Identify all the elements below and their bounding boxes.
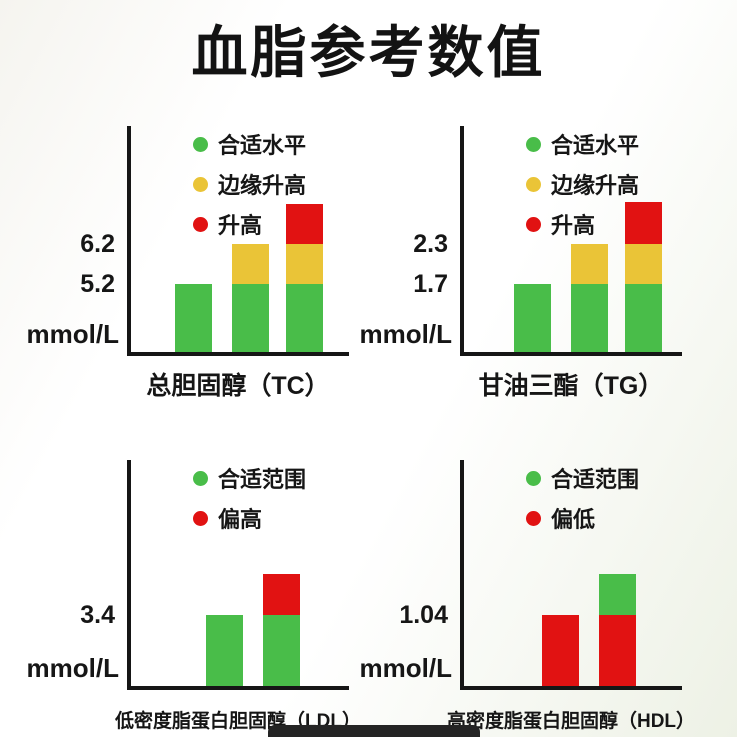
legend-label: 偏低 [551, 507, 596, 532]
plot-area-tg: 合适水平边缘升高升高 1.7 2.3 mmol/L [360, 126, 682, 356]
y-tick-label: 6.2 [80, 230, 115, 258]
legend-label: 合适范围 [551, 467, 640, 492]
legend-item: 合适范围 [193, 462, 306, 494]
plot-area-ldl: 合适范围偏高 3.4 mmol/L [27, 460, 349, 690]
plot-area-hdl: 合适范围偏低 1.04 mmol/L [360, 460, 682, 690]
yellow-segment [286, 244, 323, 284]
green-segment [263, 615, 300, 686]
legend-ldl: 合适范围 偏高 [193, 462, 306, 534]
red-dot-icon [193, 216, 208, 232]
chart-panel-tc: 合适水平边缘升高升高 5.2 6.2 mmol/L 总胆固醇（TC） [27, 126, 372, 431]
y-tick-label: 1.04 [399, 601, 448, 629]
legend-item: 合适水平 [193, 128, 306, 160]
legend-item: 边缘升高 [526, 168, 639, 200]
chart-panel-ldl: 合适范围 偏高 3.4 mmol/L 低密度脂蛋白胆固醇（LDL） [27, 460, 372, 737]
red-segment [286, 204, 323, 244]
bar-ldl-1 [206, 615, 243, 686]
y-tick-label: 5.2 [80, 270, 115, 298]
legend-item: 合适范围 [526, 462, 639, 494]
red-segment [625, 202, 662, 244]
green-dot-icon [526, 470, 541, 486]
legend-item: 边缘升高 [193, 168, 306, 200]
legend-item: 偏高 [193, 502, 306, 534]
legend-label: 边缘升高 [218, 173, 307, 198]
bar-tc-1 [175, 284, 212, 352]
legend-label: 升高 [551, 213, 596, 238]
green-dot-icon [526, 136, 541, 152]
legend-label: 升高 [218, 213, 263, 238]
legend-label: 偏高 [218, 507, 263, 532]
green-segment [625, 284, 662, 352]
green-segment [286, 284, 323, 352]
red-segment [599, 615, 636, 686]
red-segment [263, 574, 300, 615]
legend-hdl: 合适范围 偏低 [526, 462, 639, 534]
bar-hdl-1 [542, 615, 579, 686]
yellow-segment [625, 244, 662, 284]
green-segment [175, 284, 212, 352]
red-segment [542, 615, 579, 686]
y-axis-unit-label: mmol/L [26, 653, 119, 683]
legend-item: 合适水平 [526, 128, 639, 160]
green-segment [232, 284, 269, 352]
yellow-segment [571, 244, 608, 284]
red-dot-icon [193, 510, 208, 526]
green-segment [599, 574, 636, 615]
plot-area-tc: 合适水平边缘升高升高 5.2 6.2 mmol/L [27, 126, 349, 356]
legend-label: 合适水平 [551, 133, 640, 158]
green-segment [514, 284, 551, 352]
yellow-dot-icon [193, 176, 208, 192]
bar-tg-2 [571, 244, 608, 352]
y-tick-label: 2.3 [413, 230, 448, 258]
legend-tg: 合适水平边缘升高升高 [526, 128, 639, 240]
legend-label: 合适范围 [218, 467, 307, 492]
y-axis-unit-label: mmol/L [26, 319, 119, 349]
legend-tc: 合适水平边缘升高升高 [193, 128, 306, 240]
bar-ldl-2 [263, 574, 300, 686]
bar-hdl-2 [599, 574, 636, 686]
legend-item: 升高 [193, 208, 306, 240]
chart-panel-tg: 合适水平边缘升高升高 1.7 2.3 mmol/L 甘油三酯（TG） [360, 126, 705, 431]
panel-title-tg: 甘油三酯（TG） [478, 372, 664, 400]
green-segment [206, 615, 243, 686]
chart-panel-hdl: 合适范围偏低 1.04 mmol/L 高密度脂蛋白胆固醇（HDL） [360, 460, 705, 737]
yellow-dot-icon [526, 176, 541, 192]
legend-label: 边缘升高 [551, 173, 640, 198]
bar-tc-3 [286, 204, 323, 352]
bar-tg-3 [625, 202, 662, 352]
legend-item: 偏低 [526, 502, 639, 534]
page-title: 血脂参考数值 [191, 21, 546, 84]
green-dot-icon [193, 136, 208, 152]
bottom-dark-bar [268, 725, 480, 737]
yellow-segment [232, 244, 269, 284]
bar-tc-2 [232, 244, 269, 352]
panel-title-hdl: 高密度脂蛋白胆固醇（HDL） [446, 711, 696, 732]
bar-tg-1 [514, 284, 551, 352]
legend-item: 升高 [526, 208, 639, 240]
y-axis-unit-label: mmol/L [359, 319, 452, 349]
panel-title-tc: 总胆固醇（TC） [146, 372, 330, 400]
red-dot-icon [526, 510, 541, 526]
legend-label: 合适水平 [218, 133, 307, 158]
y-tick-label: 3.4 [80, 601, 115, 629]
y-tick-label: 1.7 [413, 270, 448, 298]
green-segment [571, 284, 608, 352]
y-axis-unit-label: mmol/L [359, 653, 452, 683]
red-dot-icon [526, 216, 541, 232]
green-dot-icon [193, 470, 208, 486]
